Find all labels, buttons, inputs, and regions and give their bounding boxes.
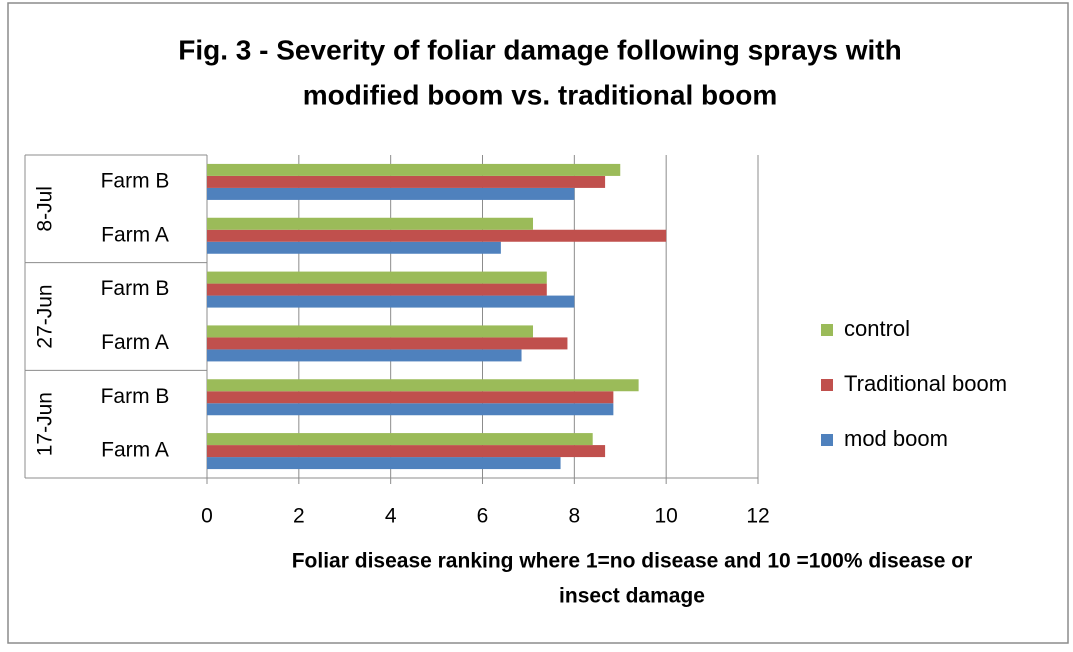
legend-swatch	[821, 434, 833, 446]
bar	[207, 187, 575, 200]
bar	[207, 175, 606, 188]
bar	[207, 271, 547, 284]
x-tick-label: 8	[568, 505, 580, 528]
x-axis-label: Foliar disease ranking where 1=no diseas…	[292, 550, 973, 573]
chart-title: Fig. 3 - Severity of foliar damage follo…	[178, 34, 901, 65]
y-tick-label: Farm B	[101, 169, 170, 192]
y-tick-label: Farm A	[101, 331, 169, 354]
legend-swatch	[821, 324, 833, 336]
bar	[207, 457, 561, 470]
bar	[207, 379, 639, 392]
bar	[207, 295, 575, 308]
bar	[207, 445, 606, 458]
bar	[207, 283, 547, 296]
chart-frame	[7, 2, 1069, 644]
group-label: 8-Jul	[34, 186, 57, 232]
legend-label: mod boom	[844, 426, 948, 451]
bar	[207, 403, 614, 416]
bar	[207, 163, 621, 176]
x-tick-label: 2	[293, 505, 305, 528]
y-tick-label: Farm A	[101, 439, 169, 462]
bar	[207, 337, 568, 350]
bar	[207, 217, 534, 230]
bar	[207, 325, 534, 338]
group-label: 27-Jun	[34, 284, 57, 348]
x-tick-label: 4	[385, 505, 397, 528]
bar	[207, 349, 522, 362]
x-tick-label: 0	[201, 505, 213, 528]
x-axis-label: insect damage	[559, 585, 705, 608]
legend-label: control	[844, 316, 910, 341]
y-tick-label: Farm A	[101, 223, 169, 246]
group-label: 17-Jun	[34, 392, 57, 456]
y-tick-label: Farm B	[101, 385, 170, 408]
chart-title: modified boom vs. traditional boom	[303, 79, 777, 110]
legend-swatch	[821, 379, 833, 391]
x-tick-label: 6	[477, 505, 489, 528]
x-tick-label: 10	[654, 505, 677, 528]
legend-label: Traditional boom	[844, 371, 1007, 396]
x-tick-label: 12	[746, 505, 769, 528]
bar	[207, 241, 501, 254]
bar	[207, 433, 593, 446]
bar	[207, 229, 667, 242]
bar	[207, 391, 614, 404]
y-tick-label: Farm B	[101, 277, 170, 300]
